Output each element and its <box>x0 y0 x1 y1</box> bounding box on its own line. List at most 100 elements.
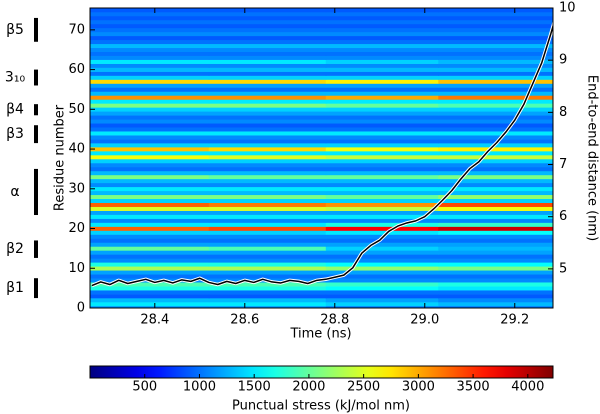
colorbar-tick-label: 2500 <box>347 380 380 395</box>
structure-label: 3₁₀ <box>5 70 26 86</box>
heat-cell <box>438 99 553 104</box>
heat-cell <box>90 111 210 116</box>
heat-cell <box>325 198 439 204</box>
heat-cell <box>208 194 327 200</box>
heat-cell <box>208 190 327 196</box>
heat-cell <box>325 218 439 223</box>
heat-cell <box>208 282 327 287</box>
heat-cell <box>325 262 439 267</box>
heat-cell <box>325 23 439 29</box>
heat-cell <box>90 226 210 231</box>
heat-cell <box>90 103 210 108</box>
heat-cell <box>438 95 553 100</box>
heat-cell <box>438 170 553 176</box>
heat-cell <box>438 55 553 60</box>
colorbar-tick-label: 3000 <box>402 380 435 395</box>
heat-cell <box>438 222 553 227</box>
heat-cell <box>438 63 553 68</box>
heat-cell <box>208 107 327 112</box>
heat-cell <box>325 147 439 152</box>
heat-cell <box>325 71 439 76</box>
heat-cell <box>208 218 327 223</box>
heat-cell <box>325 190 439 196</box>
heat-cell <box>325 99 439 104</box>
heat-cell <box>208 266 327 271</box>
heat-cell <box>90 127 210 132</box>
heat-cell <box>208 178 327 184</box>
heat-cell <box>208 198 327 204</box>
heat-cell <box>208 83 327 88</box>
heat-cell <box>208 35 327 41</box>
heat-cell <box>325 230 439 235</box>
heat-cell <box>90 11 210 17</box>
heat-cell <box>208 59 327 64</box>
heat-cell <box>325 178 439 184</box>
heat-cell <box>208 298 327 303</box>
heat-cell <box>90 202 210 207</box>
heat-cell <box>438 23 553 29</box>
heat-cell <box>438 294 553 299</box>
heat-cell <box>438 51 553 56</box>
heat-cell <box>90 178 210 184</box>
heat-cell <box>438 87 553 92</box>
x-tick-label: 28.8 <box>320 313 349 328</box>
heat-cell <box>90 302 210 307</box>
heat-cell <box>90 306 210 308</box>
heat-cell <box>325 75 439 80</box>
heat-cell <box>438 306 553 308</box>
y2-tick-label: 6 <box>559 209 567 224</box>
heat-cell <box>325 214 439 219</box>
heat-cell <box>325 131 439 136</box>
heat-cell <box>438 270 553 275</box>
y-tick-label: 50 <box>68 102 85 117</box>
heat-cell <box>90 71 210 76</box>
heat-cell <box>325 95 439 100</box>
heat-cell <box>438 47 553 53</box>
colorbar <box>89 365 554 379</box>
heat-cell <box>90 250 210 255</box>
heat-cell <box>90 166 210 172</box>
heat-cell <box>325 135 439 140</box>
heat-cell <box>438 119 553 124</box>
heat-cell <box>208 39 327 45</box>
heat-cell <box>438 246 553 251</box>
heat-cell <box>438 218 553 223</box>
heat-cell <box>208 254 327 259</box>
heat-cell <box>90 23 210 29</box>
heat-cell <box>208 115 327 120</box>
heat-cell <box>90 75 210 80</box>
heat-cell <box>90 39 210 45</box>
heat-cell <box>325 226 439 231</box>
y-tick-label: 0 <box>77 301 85 316</box>
heat-cell <box>208 27 327 33</box>
heat-cell <box>325 306 439 308</box>
heat-cell <box>208 55 327 60</box>
plot-frame <box>89 7 554 309</box>
heat-cell <box>325 19 439 25</box>
heat-cell <box>325 91 439 96</box>
heat-cell <box>438 266 553 271</box>
heat-cell <box>90 198 210 204</box>
heat-cell <box>90 262 210 267</box>
heat-cell <box>208 139 327 144</box>
heat-cell <box>90 51 210 56</box>
heat-cell <box>438 238 553 243</box>
heat-cell <box>438 282 553 287</box>
heat-cell <box>208 286 327 291</box>
heat-cell <box>325 43 439 49</box>
heat-cell <box>208 294 327 299</box>
line <box>91 23 553 287</box>
heat-cell <box>438 242 553 247</box>
heat-cell <box>208 103 327 108</box>
y-tick-label: 10 <box>68 261 85 276</box>
heat-cell <box>438 214 553 219</box>
heat-cell <box>325 39 439 45</box>
heat-cell <box>90 27 210 33</box>
heat-cell <box>325 8 439 13</box>
heat-cell <box>325 274 439 279</box>
heat-cell <box>208 143 327 148</box>
heat-cell <box>325 182 439 188</box>
heat-cell <box>208 31 327 37</box>
heat-cell <box>208 47 327 53</box>
colorbar-tick-label: 4000 <box>511 380 544 395</box>
